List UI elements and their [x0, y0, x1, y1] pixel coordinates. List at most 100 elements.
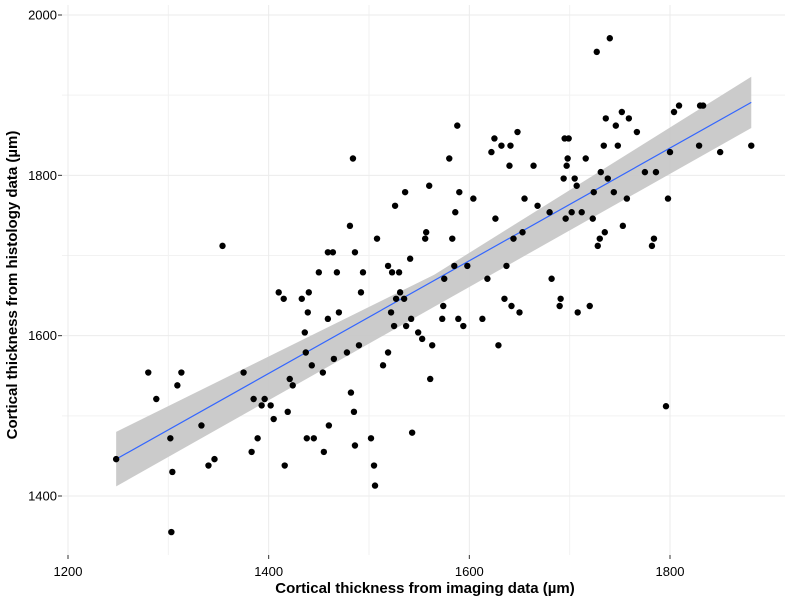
data-point — [516, 309, 523, 316]
data-point — [495, 342, 502, 349]
data-point — [427, 375, 434, 383]
data-point — [614, 142, 622, 149]
data-point — [198, 422, 205, 429]
data-point — [464, 262, 471, 270]
data-point — [401, 188, 409, 196]
data-point — [562, 215, 569, 222]
data-point — [308, 362, 316, 369]
data-point — [392, 295, 400, 302]
data-point — [506, 162, 513, 169]
data-point — [612, 122, 620, 129]
data-point — [240, 369, 247, 376]
data-point — [178, 369, 185, 376]
x-tick-label: 1600 — [455, 564, 484, 579]
data-point — [153, 395, 160, 403]
data-point — [670, 108, 678, 116]
data-point — [406, 255, 414, 262]
data-point — [211, 455, 218, 463]
data-point — [414, 329, 422, 336]
data-point — [625, 115, 633, 122]
data-point — [479, 315, 486, 323]
data-point — [492, 215, 499, 222]
data-point — [648, 242, 656, 250]
data-point — [384, 349, 392, 356]
data-point — [441, 275, 448, 282]
data-point — [548, 275, 555, 282]
data-point — [606, 35, 613, 42]
data-point — [390, 322, 398, 330]
data-point — [388, 269, 396, 276]
data-point — [402, 322, 410, 330]
data-point — [219, 242, 226, 250]
data-point — [408, 429, 416, 436]
data-point — [359, 269, 367, 276]
data-point — [695, 142, 703, 149]
data-point — [248, 448, 255, 456]
data-point — [422, 229, 430, 236]
y-tick-label: 1600 — [28, 328, 57, 343]
data-point — [167, 435, 174, 442]
data-point — [304, 309, 311, 316]
data-point — [343, 349, 351, 356]
data-point — [303, 435, 310, 442]
data-point — [324, 315, 332, 323]
data-point — [470, 195, 477, 202]
data-point — [597, 168, 604, 176]
data-point — [610, 188, 618, 196]
data-point — [351, 442, 359, 449]
data-point — [446, 155, 453, 162]
data-point — [367, 435, 375, 442]
data-point — [600, 142, 607, 149]
data-point — [346, 222, 354, 230]
data-point — [286, 375, 293, 383]
y-tick-label: 1400 — [28, 489, 57, 504]
data-point — [623, 195, 631, 202]
data-point — [174, 382, 181, 389]
x-tick-label: 1800 — [656, 564, 685, 579]
data-point — [510, 235, 517, 242]
data-point — [501, 295, 508, 302]
data-point — [664, 195, 672, 202]
data-point — [454, 122, 461, 129]
data-point — [484, 275, 491, 282]
data-point — [530, 162, 537, 169]
data-point — [666, 148, 674, 156]
data-point — [351, 249, 359, 256]
data-point — [169, 468, 176, 476]
data-point — [503, 262, 510, 270]
data-point — [589, 215, 596, 222]
data-point — [439, 315, 446, 323]
data-point — [519, 229, 526, 236]
data-point — [302, 349, 309, 356]
data-point — [573, 182, 580, 189]
data-point — [455, 315, 462, 323]
data-point — [395, 269, 403, 276]
data-point — [284, 408, 291, 416]
data-point — [593, 48, 600, 56]
data-point — [407, 315, 415, 323]
data-point — [426, 182, 433, 189]
data-point — [373, 235, 381, 242]
confidence-band — [116, 76, 752, 487]
data-point — [514, 128, 521, 136]
data-point — [675, 102, 683, 109]
data-point — [347, 389, 355, 396]
data-point — [270, 415, 277, 423]
data-point — [491, 135, 498, 142]
data-point — [568, 209, 575, 216]
data-point — [618, 108, 626, 116]
data-point — [633, 128, 641, 136]
data-point — [716, 148, 724, 156]
data-point — [452, 209, 459, 216]
y-tick-label: 2000 — [28, 8, 57, 23]
data-point — [602, 115, 609, 122]
data-point — [582, 155, 589, 162]
data-point — [384, 262, 392, 270]
x-axis-title: Cortical thickness from imaging data (µm… — [275, 580, 575, 597]
data-point — [546, 209, 553, 216]
data-point — [699, 102, 707, 109]
y-tick-label: 1800 — [28, 168, 57, 183]
data-point — [250, 395, 257, 403]
